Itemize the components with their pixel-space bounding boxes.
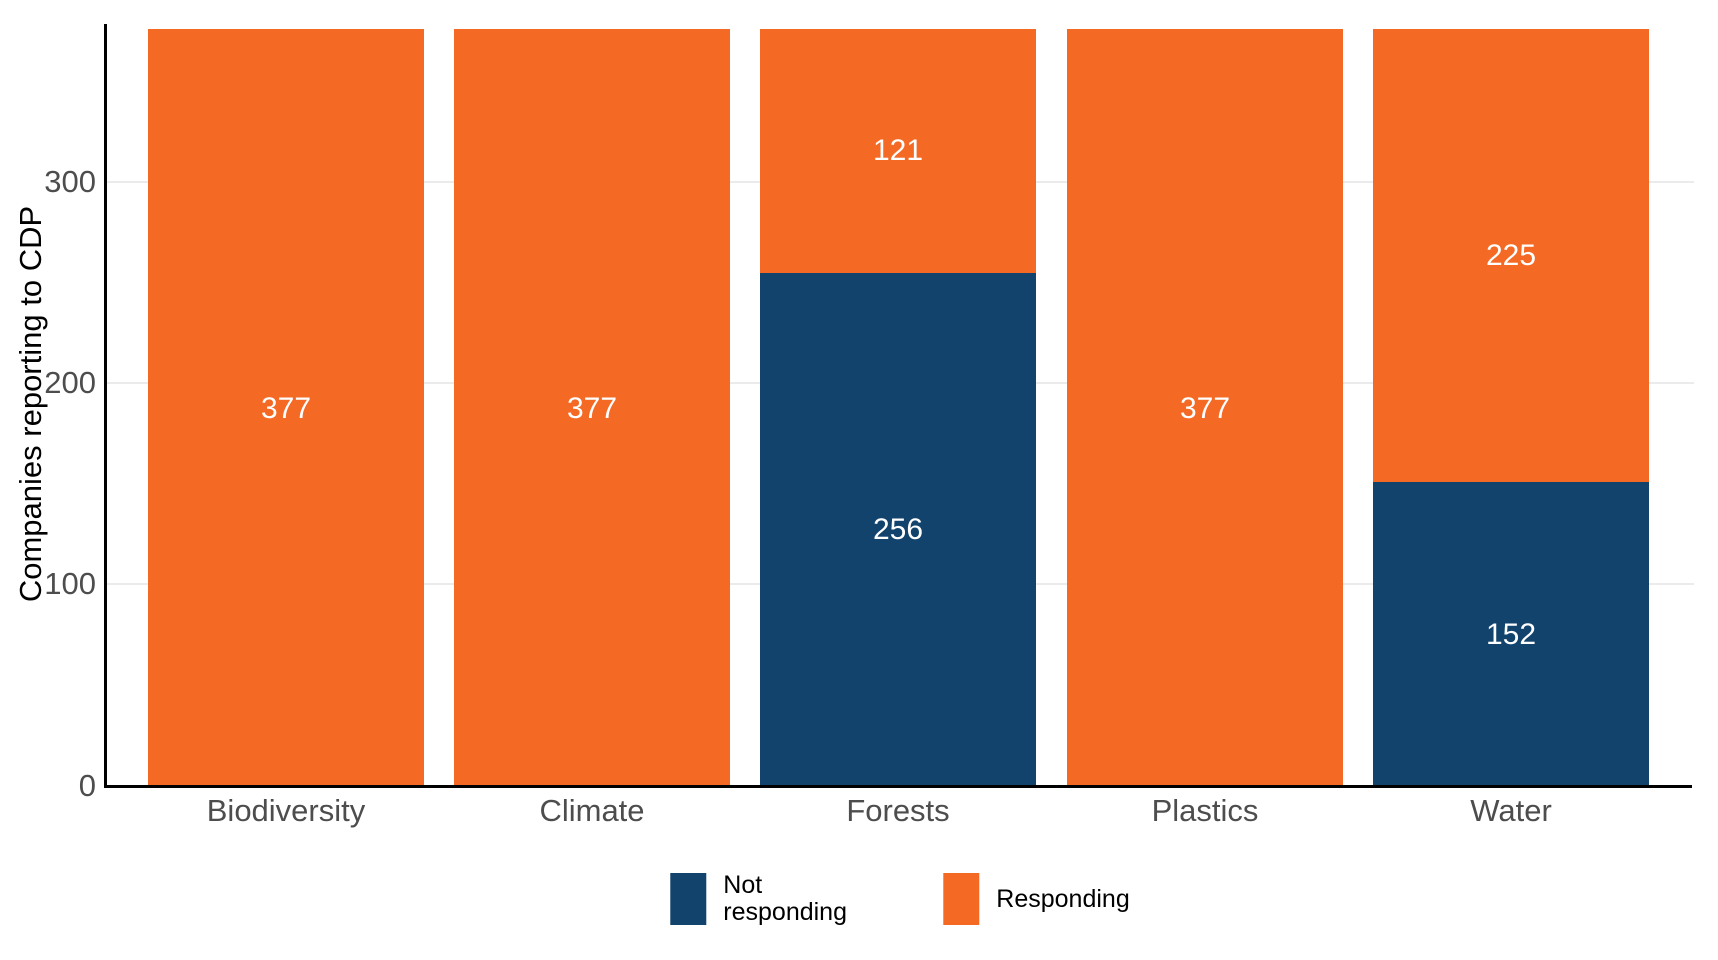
legend-item-responding: Responding (943, 873, 1130, 925)
bar-water: 152 225 (1373, 29, 1649, 788)
y-axis-tick-label: 200 (44, 364, 96, 400)
legend-key-responding-swatch (943, 873, 980, 925)
bar-segment-responding: 377 (454, 29, 730, 788)
bar-forests: 256 121 (760, 29, 1036, 788)
bar-segment-responding: 377 (1067, 29, 1343, 788)
x-axis-tick-label-forests: Forests (846, 793, 950, 828)
x-axis-tick-label-climate: Climate (539, 793, 645, 828)
legend-key-not-responding-swatch (670, 873, 707, 925)
bar-segment-responding: 121 (760, 29, 1036, 273)
legend-label-not-responding: Not responding (723, 871, 847, 926)
bar-climate: 377 (454, 29, 730, 788)
y-axis-tick-label: 0 (78, 767, 96, 803)
bar-segment-responding: 377 (148, 29, 424, 788)
bar-segment-not-responding: 256 (760, 272, 1036, 788)
bar-value-label: 121 (872, 133, 924, 167)
y-axis-line (104, 24, 107, 787)
legend: Not responding Responding (670, 872, 1130, 926)
x-axis-line (104, 785, 1692, 788)
bar-segment-responding: 225 (1373, 29, 1649, 483)
legend-label-responding: Responding (996, 884, 1130, 913)
legend-item-not-responding: Not responding (670, 872, 873, 926)
bar-value-label: 377 (260, 391, 312, 425)
bar-value-label: 377 (1179, 391, 1231, 425)
bar-value-label: 256 (872, 513, 924, 547)
x-axis-tick-label-plastics: Plastics (1151, 793, 1259, 828)
x-axis-tick-label-water: Water (1470, 793, 1552, 828)
x-axis-tick-label-biodiversity: Biodiversity (206, 793, 366, 828)
y-axis-tick-label: 300 (44, 163, 96, 199)
bar-segment-not-responding: 152 (1373, 482, 1649, 788)
bar-plastics: 377 (1067, 29, 1343, 788)
bar-value-label: 152 (1485, 618, 1537, 652)
bar-value-label: 377 (566, 391, 618, 425)
y-axis-tick-label: 100 (44, 566, 96, 602)
bar-biodiversity: 377 (148, 29, 424, 788)
bar-value-label: 225 (1485, 238, 1537, 272)
